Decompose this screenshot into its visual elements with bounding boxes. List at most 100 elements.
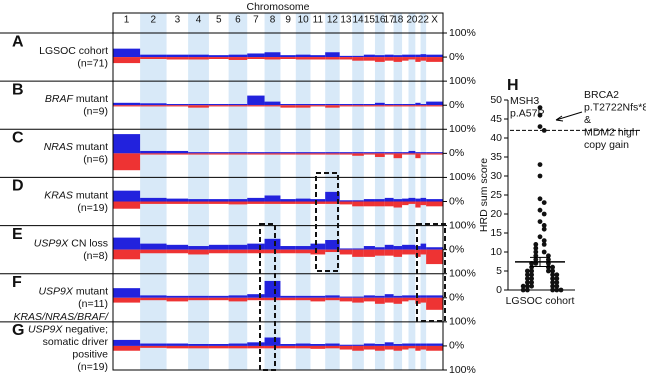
loss-bar [295,345,311,349]
loss-bar [247,57,265,59]
data-point [554,283,560,289]
annotation: p.T2722Nfs*8 [584,101,646,113]
gain-bar [166,198,189,202]
label-part: positive [72,348,108,360]
data-point [550,280,555,285]
gain-bar [393,246,403,250]
loss-bar [188,153,209,155]
annotation: MSH3 [510,95,539,107]
gain-bar [228,54,248,58]
loss-bar [426,249,443,265]
chromosome-band [140,13,167,370]
loss-bar [402,153,409,155]
gain-bar [374,152,385,154]
loss-bar [264,153,281,155]
loss-bar [426,297,443,310]
panel-label: KRAS mutant [44,189,108,201]
loss-bar [420,153,427,155]
gain-bar [113,134,141,154]
panel-label: BRAF mutant [45,93,108,105]
panel-label: (n=6) [83,153,108,165]
gain-bar [140,54,167,58]
chromosome-band [188,13,209,370]
loss-bar [374,249,385,256]
y-tick-label: 45 [490,113,502,125]
label-part: CN loss [71,237,108,249]
data-point [554,287,560,293]
loss-bar [426,57,443,62]
gain-bar [363,152,375,154]
loss-bar [280,297,296,301]
loss-bar [325,57,340,60]
gain-bar [295,54,311,58]
panel-letter: A [12,33,24,50]
loss-bar [352,297,364,303]
loss-bar [113,105,141,107]
gain-bar [113,237,141,250]
loss-bar [402,297,409,302]
gain-bar [295,152,311,154]
loss-bar [228,249,248,254]
gain-bar [247,243,265,250]
data-point [525,272,530,278]
gain-bar [325,191,340,202]
gain-bar [420,197,427,202]
loss-bar [310,345,326,349]
chromosome-band [352,13,364,370]
loss-bar [363,201,375,207]
loss-bar [384,297,394,303]
loss-bar [264,201,281,204]
label-part: mutant [76,285,108,297]
gain-bar [374,295,385,298]
loss-bar [384,153,394,155]
loss-bar [188,105,209,108]
x-tick-label: 22 [418,15,430,26]
gain-bar [280,104,296,106]
panel-label: somatic driver [43,336,109,348]
loss-bar [408,57,416,60]
chromosome-band [408,13,416,370]
loss-bar [228,57,248,60]
gain-bar [415,54,421,58]
loss-bar [339,57,353,60]
gain-bar [352,104,364,106]
gain-bar [208,295,229,298]
data-point [550,287,555,293]
label-part: (n=19) [77,202,108,214]
loss-bar [310,249,326,255]
x-tick-label: 6 [235,15,241,26]
gain-bar [415,343,421,346]
gain-bar [339,152,353,154]
loss-bar [247,345,265,349]
y-tick-label: 0 [496,284,502,296]
gain-bar [402,198,409,202]
x-tick-label: 5 [216,15,222,26]
y-tick-label: 0% [449,99,464,111]
gain-bar [339,104,353,106]
loss-bar [374,345,385,351]
panel-letter: E [12,226,23,243]
loss-bar [140,153,167,155]
gain-bar [374,199,385,202]
highlight-boxes [259,172,446,371]
loss-bar [188,297,209,301]
gain-bar [188,54,209,58]
data-point [525,287,530,293]
panel-label: (n=11) [78,298,108,310]
gain-bar [188,152,209,154]
annotation-arrow [555,111,583,122]
loss-bar [166,345,189,349]
loss-bar [393,249,403,257]
loss-bar [264,345,281,349]
data-point [533,249,539,255]
gain-bar [310,344,326,346]
gain-bar [295,295,311,298]
loss-bar [352,345,364,351]
y-tick-label: 25 [490,189,502,201]
gain-bar [280,55,296,58]
gain-bar [393,199,403,202]
gain-bar [393,152,403,154]
x-tick-label: 11 [313,15,324,26]
label-part: USP9X [28,323,63,335]
loss-bar [426,153,443,155]
